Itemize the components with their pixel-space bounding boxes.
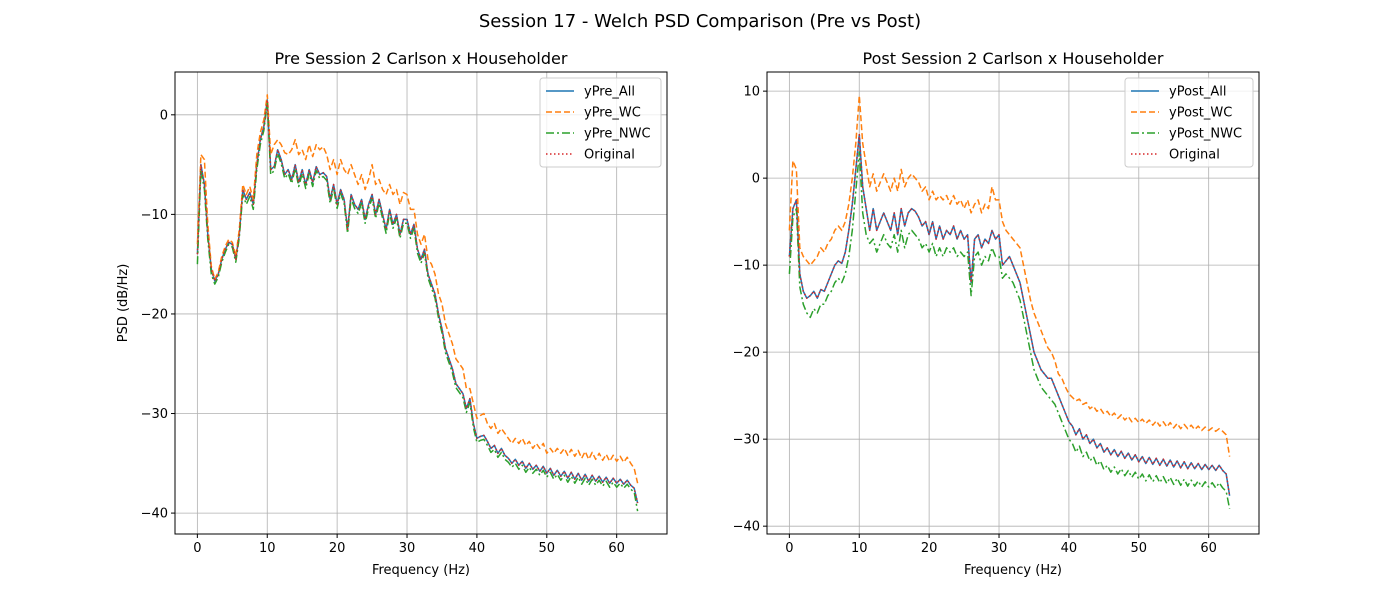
post-x-tick-label: 40 — [1061, 541, 1078, 556]
pre-ticks: 0 10 20 30 40 50 60 0 −10 −20 −30 −40 — [141, 108, 625, 556]
pre-panel: Pre Session 2 Carlson x Householder 0 10 2… — [116, 49, 668, 578]
pre-x-tick-label: 30 — [399, 541, 416, 556]
pre-axes-frame — [174, 71, 668, 535]
post-legend-label-nwc: yPost_NWC — [1169, 127, 1242, 142]
pre-y-tick-label: 0 — [160, 108, 168, 123]
pre-legend-label-all: yPre_All — [584, 85, 635, 100]
post-y-tick-label: −40 — [733, 520, 760, 535]
post-y-tick-label: 10 — [743, 85, 760, 100]
pre-y-tick-label: −10 — [141, 208, 168, 223]
post-panel: Post Session 2 Carlson x Householder 0 10… — [733, 49, 1260, 578]
post-legend-box — [1124, 77, 1254, 168]
pre-x-tick-label: 60 — [608, 541, 625, 556]
post-x-tick-label: 50 — [1131, 541, 1148, 556]
post-x-tick-label: 10 — [851, 541, 868, 556]
pre-series-lines — [196, 94, 639, 512]
post-x-tick-label: 20 — [921, 541, 938, 556]
pre-y-tick-label: −40 — [141, 507, 168, 522]
post-legend-label-original: Original — [1169, 148, 1220, 163]
post-series-line-nwc — [788, 151, 1231, 509]
pre-x-tick-label: 0 — [193, 541, 201, 556]
post-x-tick-label: 30 — [991, 541, 1008, 556]
post-y-tick-label: −10 — [733, 259, 760, 274]
post-legend: yPost_All yPost_WC yPost_NWC Original — [1124, 77, 1254, 168]
post-legend-label-wc: yPost_WC — [1169, 106, 1232, 121]
pre-legend-label-nwc: yPre_NWC — [584, 127, 651, 142]
pre-legend-box — [539, 77, 662, 168]
post-series-lines — [788, 94, 1231, 509]
pre-legend-label-wc: yPre_WC — [584, 106, 641, 121]
post-x-tick-label: 60 — [1200, 541, 1217, 556]
post-legend-label-all: yPost_All — [1169, 85, 1227, 100]
post-y-tick-label: −20 — [733, 346, 760, 361]
post-series-line-original — [788, 133, 1231, 496]
post-axes-frame — [766, 71, 1260, 535]
post-y-tick-label: 0 — [752, 172, 760, 187]
pre-legend: yPre_All yPre_WC yPre_NWC Original — [539, 77, 662, 168]
pre-x-tick-label: 20 — [329, 541, 346, 556]
post-series-line-wc — [788, 94, 1231, 457]
pre-x-axis-label: Frequency (Hz) — [372, 563, 470, 578]
post-ticks: 0 10 20 30 40 50 60 10 0 −10 −20 −30 −40 — [733, 85, 1217, 556]
post-y-tick-label: −30 — [733, 433, 760, 448]
pre-series-line-nwc — [196, 102, 639, 512]
pre-legend-label-original: Original — [584, 148, 635, 163]
pre-x-tick-label: 10 — [259, 541, 276, 556]
post-panel-title: Post Session 2 Carlson x Householder — [863, 49, 1164, 68]
pre-series-line-original — [196, 99, 639, 504]
post-x-tick-label: 0 — [785, 541, 793, 556]
pre-panel-title: Pre Session 2 Carlson x Householder — [275, 49, 568, 68]
post-x-axis-label: Frequency (Hz) — [964, 563, 1062, 578]
pre-y-tick-label: −20 — [141, 307, 168, 322]
pre-x-tick-label: 40 — [469, 541, 486, 556]
pre-y-axis-label: PSD (dB/Hz) — [116, 264, 131, 343]
figure-suptitle: Session 17 - Welch PSD Comparison (Pre v… — [479, 11, 921, 32]
pre-series-line-wc — [196, 94, 639, 484]
pre-y-tick-label: −30 — [141, 407, 168, 422]
pre-x-tick-label: 50 — [539, 541, 556, 556]
